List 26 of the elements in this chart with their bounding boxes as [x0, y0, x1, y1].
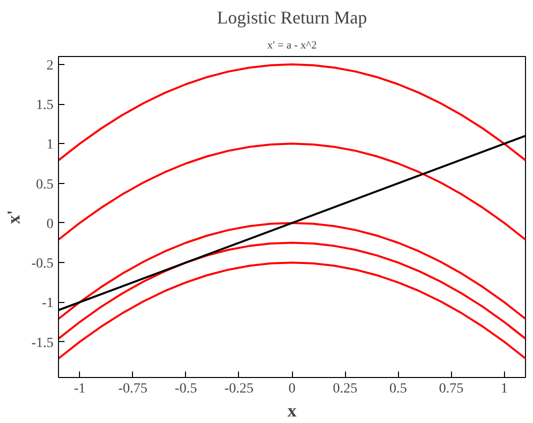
- y-tick-label: 1: [46, 138, 54, 153]
- x-tick-label: 0: [288, 382, 296, 396]
- x-tick-label: -0.75: [118, 382, 148, 396]
- y-tick-label: -0.5: [31, 256, 54, 272]
- y-axis-title: x': [3, 210, 24, 224]
- line-series: [58, 142, 526, 241]
- x-tick-label: -0.5: [174, 382, 197, 396]
- y-tick-label: -1.5: [31, 336, 54, 351]
- chart-title: Logistic Return Map: [217, 8, 367, 28]
- x-tick-label: -1: [74, 382, 86, 396]
- x-tick-label: 1: [500, 382, 508, 396]
- line-series: [58, 222, 526, 320]
- x-axis-title: x: [288, 400, 296, 420]
- y-tick-label: 0: [46, 216, 54, 232]
- x-tick-label: 0.25: [332, 382, 358, 396]
- x-tick-label: 0.75: [438, 382, 464, 396]
- line-series: [58, 242, 526, 340]
- y-tick-label: 0.5: [36, 177, 54, 192]
- line-series: [58, 63, 526, 162]
- x-tick-label: -0.25: [224, 382, 254, 396]
- x-tick-label: 0.5: [389, 382, 407, 396]
- chart-subtitle: x' = a - x^2: [267, 40, 317, 52]
- y-tick-label: 1.5: [36, 98, 54, 114]
- y-tick-label: 2: [46, 58, 54, 74]
- line-series: [58, 262, 526, 360]
- y-tick-label: -1: [42, 296, 54, 312]
